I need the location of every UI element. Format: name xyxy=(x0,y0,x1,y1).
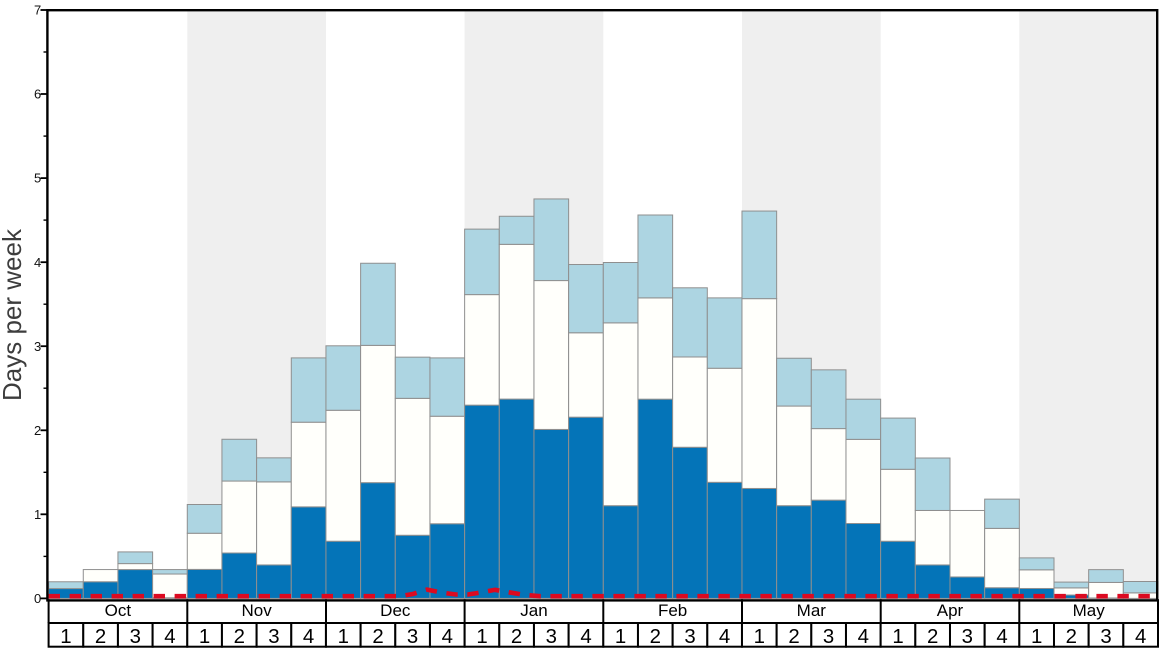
svg-text:Mar: Mar xyxy=(797,601,827,620)
svg-text:Nov: Nov xyxy=(241,601,272,620)
svg-text:3: 3 xyxy=(407,626,418,648)
svg-text:1: 1 xyxy=(615,626,626,648)
svg-text:Oct: Oct xyxy=(105,601,132,620)
svg-text:2: 2 xyxy=(34,423,41,438)
svg-text:3: 3 xyxy=(34,339,41,354)
svg-text:7: 7 xyxy=(34,3,41,18)
svg-text:1: 1 xyxy=(199,626,210,648)
svg-text:3: 3 xyxy=(268,626,279,648)
svg-text:Apr: Apr xyxy=(937,601,964,620)
svg-text:1: 1 xyxy=(1031,626,1042,648)
svg-text:1: 1 xyxy=(34,507,41,522)
svg-text:Feb: Feb xyxy=(658,601,687,620)
svg-text:4: 4 xyxy=(1135,626,1146,648)
svg-text:4: 4 xyxy=(858,626,869,648)
svg-text:3: 3 xyxy=(130,626,141,648)
svg-text:Jan: Jan xyxy=(520,601,547,620)
svg-text:4: 4 xyxy=(442,626,453,648)
svg-text:4: 4 xyxy=(303,626,314,648)
svg-text:4: 4 xyxy=(164,626,175,648)
svg-text:2: 2 xyxy=(234,626,245,648)
svg-text:1: 1 xyxy=(338,626,349,648)
svg-text:3: 3 xyxy=(684,626,695,648)
svg-text:2: 2 xyxy=(95,626,106,648)
svg-text:3: 3 xyxy=(823,626,834,648)
svg-text:6: 6 xyxy=(34,87,41,102)
svg-text:4: 4 xyxy=(34,255,41,270)
svg-text:2: 2 xyxy=(927,626,938,648)
svg-text:4: 4 xyxy=(996,626,1007,648)
svg-text:2: 2 xyxy=(788,626,799,648)
svg-text:2: 2 xyxy=(1066,626,1077,648)
svg-text:4: 4 xyxy=(580,626,591,648)
svg-text:1: 1 xyxy=(892,626,903,648)
svg-text:1: 1 xyxy=(754,626,765,648)
svg-text:1: 1 xyxy=(60,626,71,648)
svg-text:Dec: Dec xyxy=(380,601,411,620)
svg-text:May: May xyxy=(1073,601,1106,620)
svg-text:Days per week: Days per week xyxy=(0,228,27,401)
svg-text:0: 0 xyxy=(34,591,41,606)
svg-text:3: 3 xyxy=(962,626,973,648)
svg-text:1: 1 xyxy=(476,626,487,648)
svg-text:4: 4 xyxy=(719,626,730,648)
svg-text:3: 3 xyxy=(1100,626,1111,648)
svg-text:2: 2 xyxy=(511,626,522,648)
svg-text:3: 3 xyxy=(546,626,557,648)
svg-text:2: 2 xyxy=(650,626,661,648)
svg-text:5: 5 xyxy=(34,171,41,186)
svg-text:2: 2 xyxy=(372,626,383,648)
